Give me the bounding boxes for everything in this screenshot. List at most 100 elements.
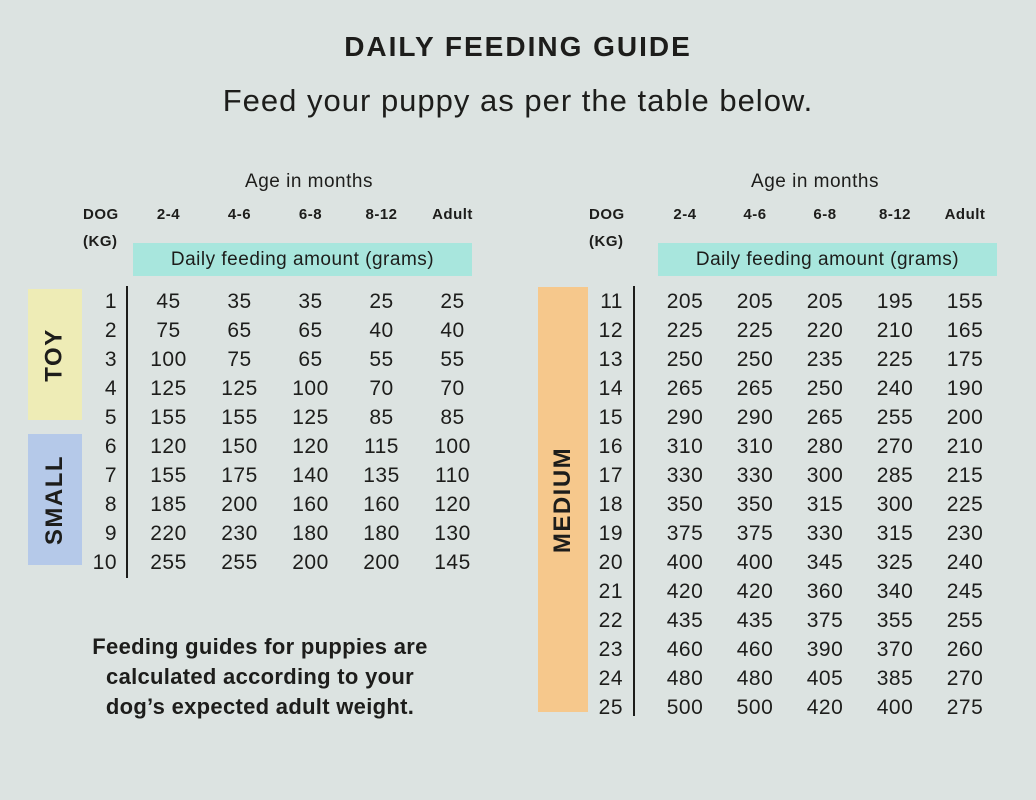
column-divider-line bbox=[633, 286, 635, 716]
feeding-amount-cell: 40 bbox=[369, 318, 394, 342]
table-row: 11 205 205 205 195 155 bbox=[589, 287, 1000, 316]
size-group-medium: MEDIUM bbox=[538, 287, 588, 712]
table-row: 7 155 175 140 135 110 bbox=[83, 461, 488, 490]
table-row: 22 435 435 375 355 255 bbox=[589, 606, 1000, 635]
column-divider-line bbox=[126, 286, 128, 578]
feeding-amount-cell: 285 bbox=[876, 463, 914, 487]
column-header-row: DOG 2-4 4-6 6-8 8-12 Adult bbox=[83, 206, 488, 223]
footnote: Feeding guides for puppies are calculate… bbox=[40, 632, 480, 722]
table-row: 14 265 265 250 240 190 bbox=[589, 374, 1000, 403]
table-row: 25 500 500 420 400 275 bbox=[589, 693, 1000, 722]
feeding-amount-cell: 300 bbox=[876, 492, 914, 516]
feeding-amount-cell: 200 bbox=[221, 492, 258, 516]
feeding-amount-cell: 100 bbox=[434, 434, 471, 458]
size-group-medium-label: MEDIUM bbox=[549, 446, 577, 553]
feeding-amount-cell: 85 bbox=[369, 405, 394, 429]
feeding-amount-cell: 435 bbox=[736, 608, 774, 632]
feeding-amount-cell: 400 bbox=[736, 550, 774, 574]
feeding-amount-cell: 260 bbox=[946, 637, 984, 661]
feeding-amount-cell: 110 bbox=[435, 463, 470, 487]
feeding-amount-cell: 270 bbox=[876, 434, 914, 458]
feeding-amount-cell: 235 bbox=[806, 347, 844, 371]
feeding-amount-cell: 160 bbox=[363, 492, 400, 516]
dog-weight-kg: 22 bbox=[598, 608, 623, 632]
feeding-amount-cell: 245 bbox=[946, 579, 984, 603]
table-row: 19 375 375 330 315 230 bbox=[589, 519, 1000, 548]
feeding-amount-cell: 220 bbox=[806, 318, 844, 342]
feeding-amount-cell: 55 bbox=[369, 347, 394, 371]
feeding-amount-cell: 140 bbox=[292, 463, 329, 487]
feeding-amount-cell: 325 bbox=[876, 550, 914, 574]
feeding-amount-cell: 420 bbox=[806, 695, 844, 719]
age-column-header: 8-12 bbox=[878, 206, 912, 223]
feeding-amount-band-label: Daily feeding amount (grams) bbox=[695, 248, 960, 270]
dog-weight-kg: 23 bbox=[598, 637, 623, 661]
kg-label: (KG) bbox=[83, 233, 118, 250]
feeding-amount-cell: 315 bbox=[876, 521, 914, 545]
age-column-header: 6-8 bbox=[298, 206, 323, 223]
dog-weight-kg: 15 bbox=[598, 405, 623, 429]
age-column-header: 2-4 bbox=[673, 206, 697, 223]
size-group-small-label: SMALL bbox=[41, 454, 68, 545]
feeding-amount-cell: 250 bbox=[806, 376, 844, 400]
feeding-amount-cell: 55 bbox=[440, 347, 465, 371]
feeding-amount-band: Daily feeding amount (grams) bbox=[658, 243, 997, 276]
table-row: 24 480 480 405 385 270 bbox=[589, 664, 1000, 693]
table-row: 8 185 200 160 160 120 bbox=[83, 490, 488, 519]
feeding-amount-cell: 225 bbox=[876, 347, 914, 371]
feeding-amount-cell: 210 bbox=[946, 434, 984, 458]
dog-weight-kg: 20 bbox=[598, 550, 623, 574]
feeding-amount-cell: 200 bbox=[292, 550, 329, 574]
dog-weight-kg: 11 bbox=[600, 289, 623, 313]
age-in-months-header: Age in months bbox=[245, 171, 373, 192]
feeding-amount-cell: 145 bbox=[434, 550, 471, 574]
age-column-header: Adult bbox=[944, 206, 986, 223]
feeding-amount-cell: 160 bbox=[292, 492, 329, 516]
feeding-amount-cell: 385 bbox=[876, 666, 914, 690]
feeding-amount-cell: 75 bbox=[156, 318, 181, 342]
feeding-amount-band: Daily feeding amount (grams) bbox=[133, 243, 472, 276]
table-row: 17 330 330 300 285 215 bbox=[589, 461, 1000, 490]
feeding-amount-cell: 210 bbox=[876, 318, 914, 342]
feeding-amount-cell: 200 bbox=[363, 550, 400, 574]
size-group-small: SMALL bbox=[28, 434, 82, 565]
dog-weight-kg: 9 bbox=[104, 521, 117, 545]
feeding-amount-band-label: Daily feeding amount (grams) bbox=[170, 248, 435, 270]
age-in-months-header: Age in months bbox=[751, 171, 879, 192]
feeding-amount-cell: 265 bbox=[806, 405, 844, 429]
feeding-amount-cell: 70 bbox=[440, 376, 465, 400]
dog-weight-kg: 16 bbox=[598, 434, 623, 458]
feeding-amount-cell: 300 bbox=[806, 463, 844, 487]
table-row: 3 100 75 65 55 55 bbox=[83, 345, 488, 374]
table-row: 2 75 65 65 40 40 bbox=[83, 316, 488, 345]
feeding-amount-cell: 460 bbox=[736, 637, 774, 661]
feeding-amount-cell: 420 bbox=[666, 579, 704, 603]
age-column-header: Adult bbox=[432, 206, 473, 223]
table-row: 20 400 400 345 325 240 bbox=[589, 548, 1000, 577]
column-header-row: DOG 2-4 4-6 6-8 8-12 Adult bbox=[589, 206, 1000, 223]
feeding-amount-cell: 255 bbox=[150, 550, 187, 574]
feeding-amount-cell: 205 bbox=[736, 289, 774, 313]
feeding-amount-cell: 65 bbox=[298, 347, 323, 371]
feeding-amount-cell: 195 bbox=[876, 289, 914, 313]
feeding-amount-cell: 65 bbox=[298, 318, 323, 342]
feeding-amount-cell: 85 bbox=[440, 405, 465, 429]
dog-weight-kg: 8 bbox=[104, 492, 117, 516]
feeding-amount-cell: 135 bbox=[363, 463, 400, 487]
dog-weight-kg: 13 bbox=[598, 347, 623, 371]
feeding-amount-cell: 310 bbox=[666, 434, 704, 458]
dog-label: DOG bbox=[589, 206, 625, 223]
feeding-amount-cell: 130 bbox=[434, 521, 471, 545]
feeding-amount-cell: 280 bbox=[806, 434, 844, 458]
table-row: 21 420 420 360 340 245 bbox=[589, 577, 1000, 606]
feeding-amount-cell: 220 bbox=[150, 521, 187, 545]
feeding-amount-cell: 435 bbox=[666, 608, 704, 632]
feeding-amount-cell: 290 bbox=[666, 405, 704, 429]
feeding-amount-cell: 255 bbox=[946, 608, 984, 632]
feeding-amount-cell: 25 bbox=[440, 289, 465, 313]
age-column-header: 4-6 bbox=[227, 206, 252, 223]
feeding-amount-cell: 155 bbox=[150, 405, 187, 429]
feeding-amount-cell: 40 bbox=[440, 318, 465, 342]
feeding-amount-cell: 75 bbox=[227, 347, 252, 371]
feeding-amount-cell: 230 bbox=[221, 521, 258, 545]
